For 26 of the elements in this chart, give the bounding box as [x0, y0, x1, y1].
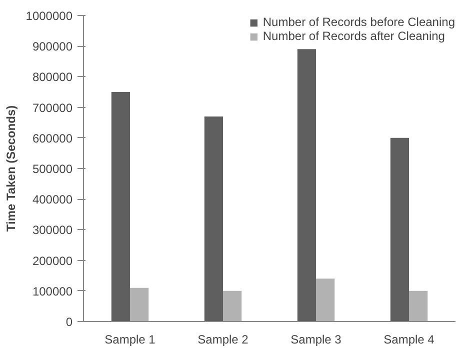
y-tick-label: 1000000 [26, 9, 73, 23]
bar [130, 288, 149, 322]
bar [204, 116, 223, 322]
x-tick-label: Sample 1 [104, 332, 156, 346]
legend-label: Number of Records after Cleaning [262, 29, 445, 43]
y-tick-label: 100000 [32, 284, 73, 298]
bar [223, 290, 242, 322]
y-tick-label: 400000 [32, 192, 73, 207]
y-tick-label: 900000 [32, 40, 73, 54]
bar [390, 138, 409, 322]
x-tick-label: Sample 2 [198, 332, 249, 346]
bar [316, 278, 335, 322]
x-tick-label: Sample 4 [384, 332, 435, 346]
bar [409, 290, 428, 322]
y-tick-label: 200000 [32, 254, 73, 268]
legend-label: Number of Records before Cleaning [262, 15, 455, 29]
y-tick-label: 300000 [32, 223, 73, 238]
bar [297, 49, 316, 322]
x-tick-label: Sample 3 [290, 332, 342, 346]
y-tick-label: 500000 [32, 162, 73, 176]
bar [111, 92, 130, 322]
y-axis-title: Time Taken (Seconds) [4, 105, 18, 232]
y-tick-label: 700000 [32, 100, 73, 115]
y-tick-label: 800000 [32, 70, 73, 84]
y-tick-label: 600000 [32, 131, 73, 146]
y-tick-label: 0 [66, 315, 73, 329]
